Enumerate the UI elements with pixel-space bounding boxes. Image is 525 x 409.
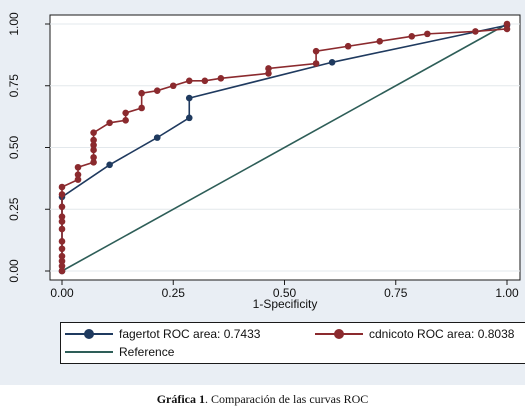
data-point-cdnicoto: [106, 119, 113, 127]
figure-caption: Gráfica 1. Comparación de las curvas ROC: [0, 392, 525, 407]
x-tick-label: 1.00: [495, 286, 519, 300]
data-point-cdnicoto: [503, 25, 511, 33]
legend-entry-cdnicoto: cdnicoto ROC area: 0.8038: [315, 326, 514, 342]
x-tick-label: 0.00: [50, 286, 74, 300]
x-axis-label: 1-Specificity: [253, 297, 318, 311]
legend-swatch-cdnicoto: [315, 326, 363, 342]
series-layer: [58, 20, 511, 275]
data-point-cdnicoto: [472, 28, 479, 35]
data-point-cdnicoto: [408, 33, 416, 40]
data-point-cdnicoto: [265, 70, 272, 77]
data-point-cdnicoto: [58, 191, 66, 198]
data-point-cdnicoto: [312, 47, 320, 55]
data-point-cdnicoto: [58, 262, 66, 270]
axes: 0.00 0.25 0.50 0.75 1.00 0.00 0.25 0.50 0.75 1.00: [7, 12, 519, 300]
data-point-cdnicoto: [424, 30, 431, 38]
data-point-fagertot: [185, 114, 193, 122]
data-point-cdnicoto: [90, 159, 97, 166]
x-tick-label: 0.75: [384, 286, 408, 300]
y-tick-label: 1.00: [7, 12, 21, 36]
data-point-cdnicoto: [74, 171, 82, 178]
legend-entry-fagertot: fagertot ROC area: 0.7433: [65, 326, 260, 342]
legend: fagertot ROC area: 0.7433 cdnicoto ROC a…: [60, 322, 525, 364]
data-point-cdnicoto: [58, 238, 66, 245]
x-tick-label: 0.50: [273, 286, 297, 300]
data-point-cdnicoto: [58, 225, 66, 233]
data-point-cdnicoto: [201, 77, 209, 85]
data-point-cdnicoto: [90, 136, 97, 144]
data-point-cdnicoto: [138, 89, 145, 97]
data-point-cdnicoto: [90, 141, 97, 149]
legend-swatch-fagertot: [65, 326, 113, 342]
data-point-cdnicoto: [153, 87, 161, 94]
legend-label-fagertot: fagertot ROC area: 0.7433: [119, 327, 261, 341]
series-line-reference: [61, 23, 508, 272]
y-tick-label: 0.25: [7, 197, 21, 221]
y-tick-label: 0.75: [7, 74, 21, 98]
y-tick-label: 0.50: [7, 135, 21, 159]
data-point-cdnicoto: [122, 109, 129, 117]
data-point-cdnicoto: [138, 104, 145, 112]
roc-chart: 0.00 0.25 0.50 0.75 1.00 0.00 0.25 0.50 0.75 1.00…: [7, 12, 521, 311]
data-point-cdnicoto: [58, 267, 66, 275]
data-point-cdnicoto: [74, 176, 82, 183]
data-point-cdnicoto: [74, 163, 82, 171]
legend-entry-reference: Reference: [65, 344, 174, 360]
legend-swatch-reference: [65, 344, 113, 360]
data-point-cdnicoto: [376, 37, 384, 45]
data-point-fagertot: [153, 134, 161, 141]
caption-label: Gráfica 1: [156, 392, 206, 406]
data-point-cdnicoto: [344, 42, 352, 50]
data-point-cdnicoto: [265, 65, 272, 72]
data-point-cdnicoto: [58, 183, 66, 191]
caption-text: . Comparación de las curvas ROC: [205, 392, 369, 406]
data-point-cdnicoto: [90, 129, 97, 136]
data-point-cdnicoto: [58, 252, 66, 260]
data-point-cdnicoto: [217, 75, 225, 82]
data-point-cdnicoto: [58, 257, 66, 265]
y-tick-label: 0.00: [7, 259, 21, 283]
data-point-cdnicoto: [58, 203, 66, 211]
data-point-cdnicoto: [90, 146, 97, 154]
x-tick-label: 0.25: [162, 286, 186, 300]
data-point-fagertot: [185, 94, 193, 102]
data-point-cdnicoto: [503, 20, 511, 28]
data-point-cdnicoto: [90, 154, 97, 161]
data-point-cdnicoto: [58, 245, 66, 253]
data-point-cdnicoto: [122, 117, 129, 124]
legend-label-reference: Reference: [119, 345, 175, 359]
data-point-cdnicoto: [58, 218, 66, 225]
data-point-fagertot: [328, 58, 336, 66]
data-point-cdnicoto: [169, 82, 177, 90]
series-line-fagertot: [61, 24, 508, 271]
data-point-cdnicoto: [185, 77, 193, 85]
legend-label-cdnicoto: cdnicoto ROC area: 0.8038: [369, 327, 515, 341]
data-point-fagertot: [106, 161, 113, 169]
data-point-cdnicoto: [312, 60, 320, 67]
data-point-cdnicoto: [58, 213, 66, 220]
